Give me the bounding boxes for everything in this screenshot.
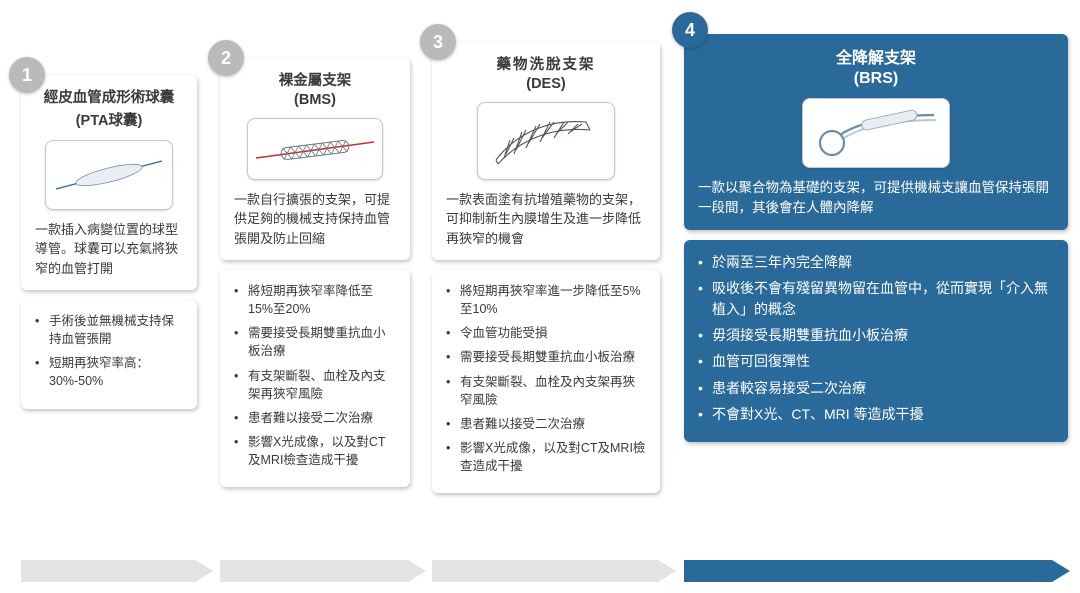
stage-2-card: 裸金屬支架 (BMS) 一款自行擴張的支架，可提供足夠的機械支持保持血管張開及防… — [220, 58, 410, 260]
bioresorbable-scaffold-icon — [810, 107, 942, 159]
progress-arrow-head-4 — [1052, 560, 1070, 582]
stage-3-desc: 一款表面塗有抗增殖藥物的支架，可抑制新生內膜增生及進一步降低再狹窄的機會 — [446, 190, 646, 249]
progress-arrow-head-1 — [195, 560, 213, 582]
stage-4-bullet: 血管可回復彈性 — [698, 351, 1054, 371]
stage-3-bullet: 需要接受長期雙重抗血小板治療 — [446, 348, 646, 366]
stage-2: 2 裸金屬支架 (BMS) 一款自行擴張的支架，可提供足夠的機械支持保持血管張開… — [220, 0, 410, 487]
stage-3-title-cn: 藥物洗脫支架 — [446, 56, 646, 76]
stage-2-title-en: (BMS) — [234, 92, 396, 108]
stage-4-bullet: 於兩至三年內完全降解 — [698, 252, 1054, 272]
stage-2-bullet: 有支架斷裂、血栓及內支架再狹窄風險 — [234, 367, 396, 403]
stage-1-card: 經皮血管成形術球囊 (PTA球囊) 一款插入病變位置的球型導管。球囊可以充氣將狹… — [21, 75, 197, 290]
stage-1-bullet: 短期再狹窄率高：30%-50% — [35, 354, 183, 390]
stage-1-title-cn: 經皮血管成形術球囊 — [35, 89, 183, 109]
progress-arrow-segment-3 — [432, 560, 658, 582]
stage-2-badge: 2 — [208, 40, 244, 76]
stage-2-bullet: 患者難以接受二次治療 — [234, 409, 396, 427]
stage-4-bullet: 患者較容易接受二次治療 — [698, 378, 1054, 398]
progress-arrow-head-3 — [658, 560, 676, 582]
stage-3-badge: 3 — [420, 24, 456, 60]
stage-1: 1 經皮血管成形術球囊 (PTA球囊) 一款插入病變位置的球型導管。球囊可以充氣… — [21, 0, 197, 409]
stage-1-badge: 1 — [9, 57, 45, 93]
stage-3-title-en: (DES) — [446, 76, 646, 92]
balloon-catheter-icon — [54, 155, 164, 195]
stage-4-title-en: (BRS) — [698, 70, 1054, 88]
stage-4-bullet: 吸收後不會有殘留異物留在血管中，從而實現「介入無植入」的概念 — [698, 278, 1054, 319]
stage-2-bullets: 將短期再狹窄率降低至15%至20% 需要接受長期雙重抗血小板治療 有支架斷裂、血… — [220, 270, 410, 487]
stage-4-image — [802, 98, 950, 168]
stage-4-bullet: 毋須接受長期雙重抗血小板治療 — [698, 325, 1054, 345]
stage-1-image — [45, 140, 173, 210]
stage-1-title-en: (PTA球囊) — [35, 109, 183, 130]
stage-2-image — [247, 118, 383, 180]
stage-4-bullet: 不會對X光、CT、MRI 等造成干擾 — [698, 404, 1054, 424]
stage-4-bullets: 於兩至三年內完全降解 吸收後不會有殘留異物留在血管中，從而實現「介入無植入」的概… — [684, 240, 1068, 442]
progress-arrow-segment-1 — [21, 560, 195, 582]
stage-3-bullet: 有支架斷裂、血栓及內支架再狹窄風險 — [446, 373, 646, 409]
stage-2-bullet: 影響X光成像，以及對CT及MRI檢查造成干擾 — [234, 433, 396, 469]
progress-arrow-head-2 — [408, 560, 426, 582]
stage-4-card: 全降解支架 (BRS) 一款以聚合物為基礎的支架，可提供機械支讓血管保持張開一段… — [684, 34, 1068, 230]
stage-3-bullets: 將短期再狹窄率進一步降低至5%至10% 令血管功能受損 需要接受長期雙重抗血小板… — [432, 270, 660, 493]
stage-2-bullet: 需要接受長期雙重抗血小板治療 — [234, 324, 396, 360]
stage-2-number: 2 — [221, 48, 231, 69]
stage-4-title-cn: 全降解支架 — [698, 48, 1054, 70]
drug-eluting-stent-icon — [486, 110, 606, 172]
stage-4-desc: 一款以聚合物為基礎的支架，可提供機械支讓血管保持張開一段間，其後會在人體內降解 — [698, 178, 1054, 219]
progress-arrow-segment-4 — [684, 560, 1052, 582]
progress-arrow-segment-2 — [220, 560, 408, 582]
stage-1-bullet: 手術後並無機械支持保持血管張開 — [35, 312, 183, 348]
stage-1-desc: 一款插入病變位置的球型導管。球囊可以充氣將狹窄的血管打開 — [35, 220, 183, 279]
stage-4-badge: 4 — [672, 12, 708, 48]
stage-1-number: 1 — [22, 65, 32, 86]
stage-3-card: 藥物洗脫支架 (DES) 一款表面塗有抗增殖藥物的支架，可抑制新生內膜增生及進一… — [432, 42, 660, 260]
stage-1-bullets: 手術後並無機械支持保持血管張開 短期再狹窄率高：30%-50% — [21, 300, 197, 409]
stage-3-bullet: 將短期再狹窄率進一步降低至5%至10% — [446, 282, 646, 318]
stage-3-image — [477, 102, 615, 180]
stage-3-bullet: 影響X光成像，以及對CT及MRI檢查造成干擾 — [446, 439, 646, 475]
stage-2-title-cn: 裸金屬支架 — [234, 72, 396, 92]
stage-4-number: 4 — [685, 20, 695, 41]
stage-4: 4 全降解支架 (BRS) 一款以聚合物為基礎的支架，可提供機械支讓血管保持張開… — [684, 0, 1068, 442]
stage-2-desc: 一款自行擴張的支架，可提供足夠的機械支持保持血管張開及防止回縮 — [234, 190, 396, 249]
stage-3-number: 3 — [433, 32, 443, 53]
stage-2-bullet: 將短期再狹窄率降低至15%至20% — [234, 282, 396, 318]
bare-metal-stent-icon — [253, 134, 377, 164]
stage-3-bullet: 令血管功能受損 — [446, 324, 646, 342]
stage-3-bullet: 患者難以接受二次治療 — [446, 415, 646, 433]
stage-3: 3 藥物洗脫支架 (DES) 一款表面塗有抗增殖藥物的支架，可抑制新生內膜增生及… — [432, 0, 660, 493]
